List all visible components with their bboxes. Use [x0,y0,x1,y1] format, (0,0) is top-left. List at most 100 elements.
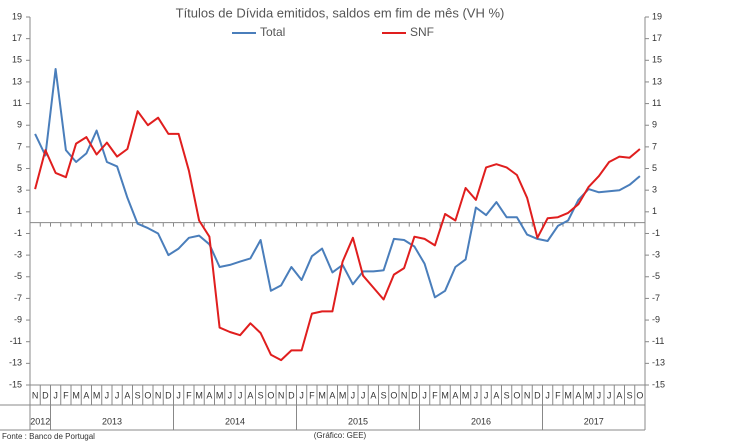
x-tick-label: J [115,390,120,400]
x-tick-label: M [195,390,203,400]
x-tick-label: S [258,390,264,400]
x-tick-label: J [474,390,479,400]
y-tick-label: 17 [12,33,22,43]
x-tick-label: J [545,390,550,400]
x-tick-label: J [299,390,304,400]
y2-tick-label: 1 [652,206,657,216]
y2-tick-label: 13 [652,76,662,86]
y-tick-label: 5 [17,163,22,173]
series-line [34,68,641,299]
y2-tick-label: 15 [652,55,662,65]
x-tick-label: A [575,390,581,400]
y-tick-label: 13 [12,76,22,86]
y-tick-label: 1 [17,206,22,216]
legend-label: Total [260,25,285,39]
x-tick-label: J [607,390,612,400]
y-tick-label: 3 [17,185,22,195]
x-tick-label: J [228,390,233,400]
x-tick-label: A [247,390,253,400]
y-tick-label: -13 [9,358,22,368]
x-tick-label: A [206,390,212,400]
source: Fonte : Banco de Portugal [2,432,95,441]
year-label: 2016 [471,416,491,426]
y2-tick-label: -1 [652,228,660,238]
y-tick-label: 15 [12,55,22,65]
x-tick-label: J [238,390,243,400]
x-tick-label: J [597,390,602,400]
x-tick-label: O [144,390,151,400]
y2-tick-label: -5 [652,271,660,281]
year-label: 2012 [30,416,50,426]
x-tick-label: M [93,390,101,400]
x-tick-label: A [370,390,376,400]
y2-tick-label: -7 [652,293,660,303]
y-tick-label: 19 [12,11,22,21]
x-tick-label: A [329,390,335,400]
year-label: 2015 [348,416,368,426]
x-tick-label: S [504,390,510,400]
legend-label: SNF [410,25,434,39]
x-tick-label: N [524,390,531,400]
x-tick-label: M [462,390,470,400]
x-tick-label: J [105,390,110,400]
x-tick-label: D [411,390,418,400]
x-tick-label: F [63,390,69,400]
year-label: 2017 [584,416,604,426]
y-tick-label: -5 [14,271,22,281]
x-tick-label: F [186,390,192,400]
y-tick-label: -3 [14,249,22,259]
y2-tick-label: 11 [652,98,661,108]
y-tick-label: 9 [17,120,22,130]
year-label: 2014 [225,416,245,426]
x-tick-label: N [32,390,39,400]
y2-tick-label: 3 [652,185,657,195]
x-tick-label: A [493,390,499,400]
x-tick-label: F [432,390,438,400]
x-tick-label: M [441,390,449,400]
y2-tick-label: -9 [652,314,660,324]
y2-tick-label: -13 [652,358,665,368]
series-line [34,110,641,362]
x-tick-label: M [339,390,347,400]
y-tick-label: -15 [9,379,22,389]
x-tick-label: A [616,390,622,400]
x-tick-label: M [216,390,224,400]
chart-title: Títulos de Dívida emitidos, saldos em fi… [176,5,505,20]
credit: (Gráfico: GEE) [314,431,367,440]
x-tick-label: N [278,390,285,400]
x-tick-label: A [83,390,89,400]
y-tick-label: -11 [10,336,22,346]
x-tick-label: J [176,390,181,400]
x-tick-label: F [555,390,561,400]
x-tick-label: M [72,390,80,400]
x-tick-label: N [155,390,162,400]
y2-tick-label: 19 [652,11,662,21]
x-tick-label: M [318,390,326,400]
x-tick-label: M [585,390,593,400]
y-tick-label: 7 [17,141,22,151]
y2-tick-label: 9 [652,120,657,130]
x-tick-label: N [401,390,408,400]
x-tick-label: A [124,390,130,400]
x-tick-label: M [564,390,572,400]
x-tick-label: S [381,390,387,400]
y-tick-label: -7 [14,293,22,303]
x-tick-label: J [484,390,489,400]
x-tick-label: J [422,390,427,400]
y-tick-label: 11 [13,98,22,108]
year-label: 2013 [102,416,122,426]
y2-tick-label: 17 [652,33,662,43]
x-tick-label: O [513,390,520,400]
y2-tick-label: 5 [652,163,657,173]
y2-tick-label: -3 [652,249,660,259]
x-tick-label: F [309,390,315,400]
x-tick-label: S [135,390,141,400]
y-tick-label: -1 [14,228,22,238]
y2-tick-label: 7 [652,141,657,151]
x-tick-label: O [636,390,643,400]
x-tick-label: A [452,390,458,400]
x-tick-label: J [361,390,366,400]
y2-tick-label: -11 [652,336,664,346]
